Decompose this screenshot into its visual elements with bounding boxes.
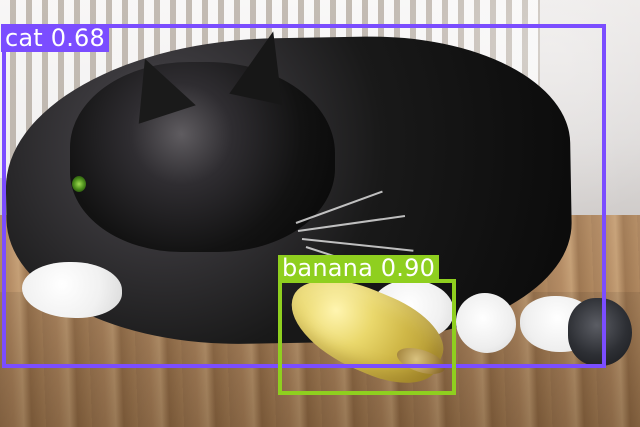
cat-tail — [568, 298, 632, 366]
cat-head — [70, 62, 335, 252]
cat-eye — [72, 176, 86, 192]
cat-paw-left — [22, 262, 122, 318]
cat-paw-right — [456, 293, 516, 353]
